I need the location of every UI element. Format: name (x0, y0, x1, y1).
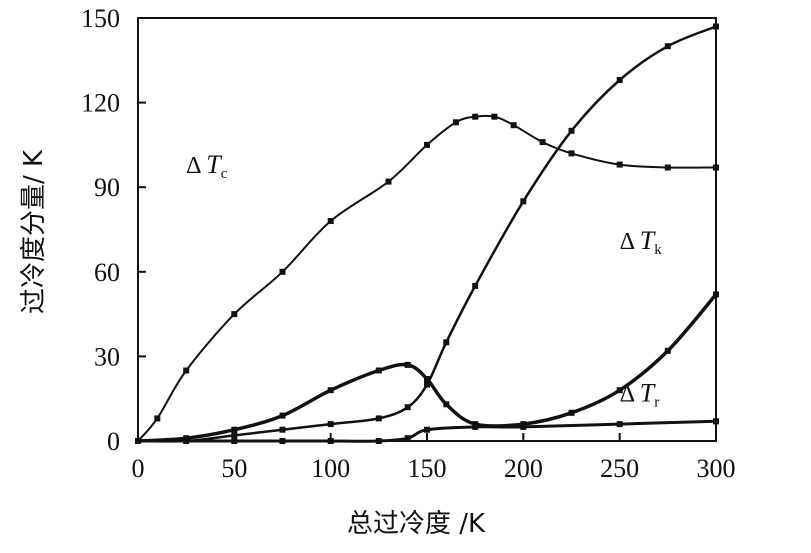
data-point-r (375, 438, 382, 444)
data-point-c (231, 311, 238, 318)
series-label-c: Δ Tc (186, 150, 228, 182)
series-label-r: Δ Tr (620, 379, 660, 411)
data-point-c (183, 367, 190, 374)
x-tick-label: 100 (311, 454, 350, 483)
y-axis-title: 过冷度分量/ K (19, 149, 49, 314)
data-point-k (327, 387, 334, 394)
series-labels: Δ TcΔ TtΔ TkΔ Tr (186, 150, 663, 411)
x-tick-label: 0 (132, 454, 145, 483)
data-point-c (539, 139, 546, 146)
y-tick-label: 30 (94, 342, 120, 371)
data-point-k (375, 367, 382, 374)
y-tick-label: 150 (81, 4, 120, 33)
data-point-k (664, 347, 671, 354)
data-point-t (424, 381, 430, 388)
data-point-r (279, 438, 286, 444)
x-tick-label: 300 (697, 454, 736, 483)
y-tick-label: 90 (94, 173, 120, 202)
data-point-r (404, 435, 411, 442)
data-point-k (713, 291, 719, 298)
data-point-r (520, 423, 527, 430)
data-point-t (713, 23, 719, 30)
data-point-k (279, 412, 286, 419)
data-point-k (183, 435, 190, 442)
x-axis-ticks: 0 50 100 150 200 250 300 (132, 433, 736, 483)
data-point-c (327, 218, 334, 224)
data-point-c (452, 119, 459, 126)
y-axis-ticks: 0 30 60 90 120 150 (81, 4, 146, 456)
data-point-c (154, 415, 161, 422)
y-tick-label: 0 (107, 427, 120, 456)
data-point-t (279, 426, 286, 433)
data-point-k (616, 387, 623, 394)
data-point-t (520, 198, 527, 205)
data-point-k (404, 361, 411, 368)
x-tick-label: 200 (504, 454, 543, 483)
data-point-r (135, 438, 141, 444)
data-point-t (375, 415, 382, 422)
data-point-r (327, 438, 334, 444)
data-point-r (231, 438, 238, 444)
data-point-c (472, 113, 479, 120)
y-tick-label: 60 (94, 258, 120, 287)
data-point-c (616, 161, 623, 168)
data-point-t (664, 43, 671, 50)
data-point-k (568, 409, 575, 416)
data-point-t (443, 339, 450, 346)
data-point-c (510, 122, 517, 129)
data-point-k (424, 376, 430, 382)
data-point-c (713, 164, 719, 171)
data-point-r (472, 423, 479, 430)
x-axis-title: 总过冷度 /K (347, 509, 486, 539)
data-point-r (616, 421, 623, 428)
plot-frame (137, 17, 717, 442)
data-point-t (327, 421, 334, 428)
x-tick-label: 150 (408, 454, 447, 483)
series-line-t (137, 25, 717, 443)
data-point-k (231, 426, 238, 433)
data-point-k (443, 401, 450, 408)
y-tick-label: 120 (81, 89, 120, 118)
data-point-c (385, 178, 392, 185)
data-point-c (568, 150, 575, 157)
data-point-t (404, 404, 411, 411)
data-point-t (472, 282, 479, 289)
data-point-r (713, 418, 719, 425)
x-tick-label: 250 (600, 454, 639, 483)
data-point-c (491, 113, 498, 120)
data-point-r (424, 426, 430, 433)
data-point-c (664, 164, 671, 171)
data-point-c (424, 141, 430, 148)
data-point-c (279, 268, 286, 275)
series-label-k: Δ Tk (620, 226, 663, 258)
data-point-t (616, 77, 623, 83)
series-line-c (137, 114, 717, 442)
x-tick-label: 50 (221, 454, 247, 483)
series-lines (135, 23, 719, 444)
data-point-t (231, 432, 238, 439)
data-point-t (568, 127, 575, 134)
